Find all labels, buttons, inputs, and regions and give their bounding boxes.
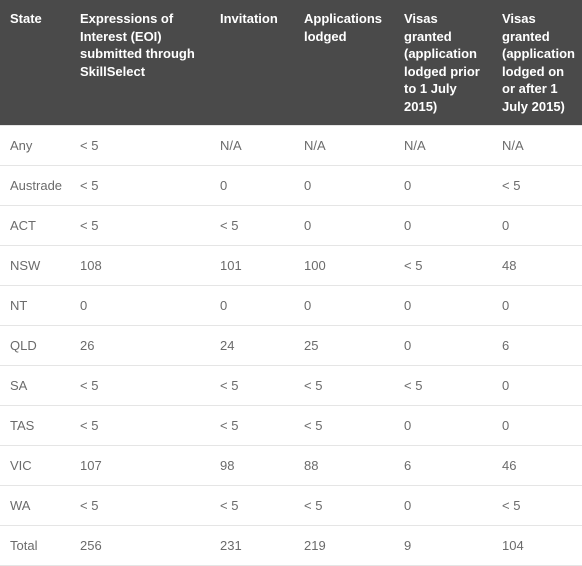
visa-stats-table: State Expressions of Interest (EOI) subm…: [0, 0, 582, 566]
cell-visas-after: < 5: [492, 486, 582, 526]
cell-state: Any: [0, 126, 70, 166]
table-row: Any < 5 N/A N/A N/A N/A: [0, 126, 582, 166]
cell-eoi: < 5: [70, 486, 210, 526]
table-row: SA < 5 < 5 < 5 < 5 0: [0, 366, 582, 406]
cell-visas-after: 0: [492, 206, 582, 246]
col-header-eoi: Expressions of Interest (EOI) submitted …: [70, 0, 210, 126]
cell-visas-prior: 0: [394, 286, 492, 326]
table-row: ACT < 5 < 5 0 0 0: [0, 206, 582, 246]
cell-visas-after: 0: [492, 366, 582, 406]
cell-state: Austrade: [0, 166, 70, 206]
cell-eoi: < 5: [70, 366, 210, 406]
table-row: NSW 108 101 100 < 5 48: [0, 246, 582, 286]
header-row: State Expressions of Interest (EOI) subm…: [0, 0, 582, 126]
cell-invitation: N/A: [210, 126, 294, 166]
cell-state: SA: [0, 366, 70, 406]
cell-eoi: 256: [70, 526, 210, 566]
cell-visas-prior: < 5: [394, 366, 492, 406]
cell-applications: N/A: [294, 126, 394, 166]
cell-eoi: 26: [70, 326, 210, 366]
cell-applications: 88: [294, 446, 394, 486]
cell-eoi: 108: [70, 246, 210, 286]
cell-invitation: 98: [210, 446, 294, 486]
col-header-visas-after: Visas granted (application lodged on or …: [492, 0, 582, 126]
cell-visas-prior: < 5: [394, 246, 492, 286]
cell-visas-after: 46: [492, 446, 582, 486]
cell-applications: 100: [294, 246, 394, 286]
cell-invitation: < 5: [210, 206, 294, 246]
cell-applications: < 5: [294, 406, 394, 446]
cell-visas-prior: 0: [394, 326, 492, 366]
cell-applications: < 5: [294, 486, 394, 526]
cell-applications: 0: [294, 206, 394, 246]
cell-invitation: 0: [210, 286, 294, 326]
cell-invitation: < 5: [210, 406, 294, 446]
cell-visas-after: < 5: [492, 166, 582, 206]
cell-visas-after: 104: [492, 526, 582, 566]
table-row: VIC 107 98 88 6 46: [0, 446, 582, 486]
cell-state: VIC: [0, 446, 70, 486]
cell-state: WA: [0, 486, 70, 526]
table-row: TAS < 5 < 5 < 5 0 0: [0, 406, 582, 446]
cell-eoi: 107: [70, 446, 210, 486]
cell-invitation: < 5: [210, 366, 294, 406]
col-header-visas-prior: Visas granted (application lodged prior …: [394, 0, 492, 126]
cell-eoi: < 5: [70, 206, 210, 246]
table-body: Any < 5 N/A N/A N/A N/A Austrade < 5 0 0…: [0, 126, 582, 566]
cell-visas-after: 48: [492, 246, 582, 286]
cell-state: ACT: [0, 206, 70, 246]
col-header-applications: Applications lodged: [294, 0, 394, 126]
cell-visas-prior: 9: [394, 526, 492, 566]
cell-applications: < 5: [294, 366, 394, 406]
cell-invitation: 24: [210, 326, 294, 366]
cell-applications: 219: [294, 526, 394, 566]
col-header-state: State: [0, 0, 70, 126]
table-row: QLD 26 24 25 0 6: [0, 326, 582, 366]
table-row: Austrade < 5 0 0 0 < 5: [0, 166, 582, 206]
cell-visas-prior: 0: [394, 486, 492, 526]
cell-visas-prior: N/A: [394, 126, 492, 166]
cell-invitation: 101: [210, 246, 294, 286]
cell-state: QLD: [0, 326, 70, 366]
cell-eoi: < 5: [70, 406, 210, 446]
cell-visas-after: N/A: [492, 126, 582, 166]
cell-visas-prior: 0: [394, 406, 492, 446]
cell-eoi: 0: [70, 286, 210, 326]
table-row-total: Total 256 231 219 9 104: [0, 526, 582, 566]
cell-visas-prior: 0: [394, 206, 492, 246]
cell-state: NSW: [0, 246, 70, 286]
cell-applications: 0: [294, 166, 394, 206]
cell-visas-after: 0: [492, 406, 582, 446]
cell-applications: 0: [294, 286, 394, 326]
cell-applications: 25: [294, 326, 394, 366]
cell-invitation: 231: [210, 526, 294, 566]
cell-invitation: < 5: [210, 486, 294, 526]
cell-state: NT: [0, 286, 70, 326]
col-header-invitation: Invitation: [210, 0, 294, 126]
cell-visas-after: 0: [492, 286, 582, 326]
cell-state: TAS: [0, 406, 70, 446]
cell-state: Total: [0, 526, 70, 566]
table-header: State Expressions of Interest (EOI) subm…: [0, 0, 582, 126]
cell-visas-after: 6: [492, 326, 582, 366]
cell-visas-prior: 0: [394, 166, 492, 206]
cell-invitation: 0: [210, 166, 294, 206]
table-row: NT 0 0 0 0 0: [0, 286, 582, 326]
cell-eoi: < 5: [70, 126, 210, 166]
cell-visas-prior: 6: [394, 446, 492, 486]
cell-eoi: < 5: [70, 166, 210, 206]
table-row: WA < 5 < 5 < 5 0 < 5: [0, 486, 582, 526]
